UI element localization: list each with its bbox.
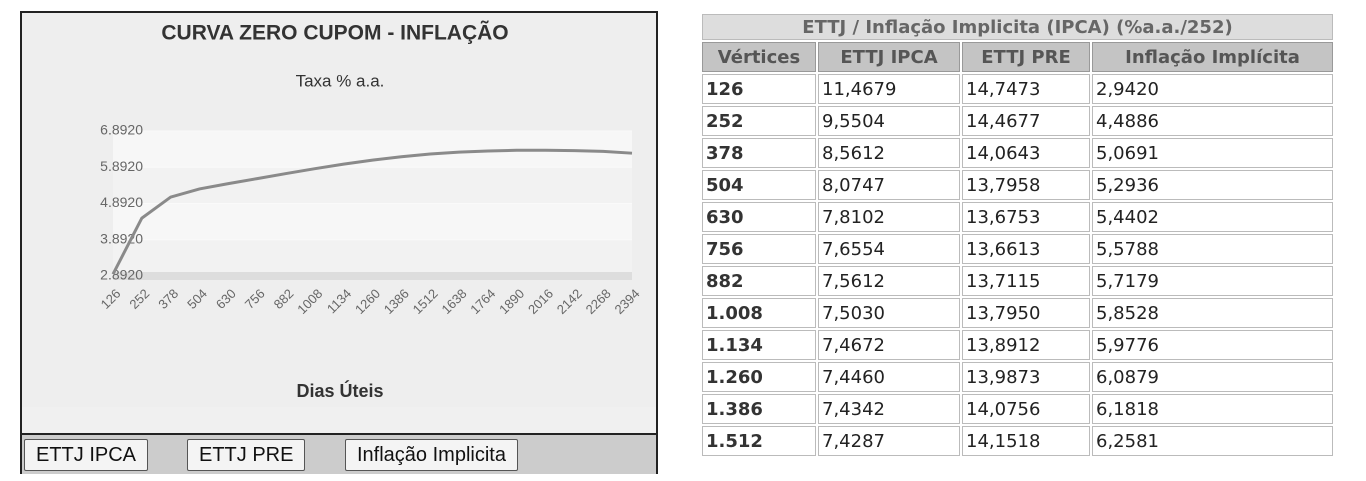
table-row: 504 8,0747 13,7958 5,2936	[702, 170, 1333, 200]
table-cell: 11,4679	[818, 74, 960, 104]
table-title: ETTJ / Inflação Implicita (IPCA) (%a.a./…	[702, 14, 1333, 40]
table-cell: 13,6753	[962, 202, 1090, 232]
plot-band	[113, 239, 632, 276]
table-cell: 7,4672	[818, 330, 960, 360]
table-cell: 7,5030	[818, 298, 960, 328]
table-cell: 1.008	[702, 298, 816, 328]
tab-button[interactable]: ETTJ PRE	[187, 439, 306, 471]
table-cell: 7,4287	[818, 426, 960, 456]
table-cell: 6,0879	[1092, 362, 1333, 392]
table-cell: 14,4677	[962, 106, 1090, 136]
table-cell: 13,9873	[962, 362, 1090, 392]
table-cell: 5,8528	[1092, 298, 1333, 328]
y-tick-label: 3.8920	[100, 230, 143, 246]
table-cell: 14,7473	[962, 74, 1090, 104]
tab-button[interactable]: ETTJ IPCA	[24, 439, 149, 471]
table-cell: 756	[702, 234, 816, 264]
table-cell: 14,1518	[962, 426, 1090, 456]
table-cell: 14,0756	[962, 394, 1090, 424]
column-header: Vértices	[702, 42, 816, 72]
data-line	[111, 148, 633, 275]
column-header: ETTJ PRE	[962, 42, 1090, 72]
table-row: 378 8,5612 14,0643 5,0691	[702, 138, 1333, 168]
table-row: 630 7,8102 13,6753 5,4402	[702, 202, 1333, 232]
table-cell: 5,5788	[1092, 234, 1333, 264]
table-row: 1.386 7,4342 14,0756 6,1818	[702, 394, 1333, 424]
table-row: 126 11,4679 14,7473 2,9420	[702, 74, 1333, 104]
table-cell: 378	[702, 138, 816, 168]
table-cell: 13,6613	[962, 234, 1090, 264]
table-cell: 5,0691	[1092, 138, 1333, 168]
table-cell: 882	[702, 266, 816, 296]
column-header: Inflação Implícita	[1092, 42, 1333, 72]
column-header: ETTJ IPCA	[818, 42, 960, 72]
table-cell: 7,6554	[818, 234, 960, 264]
table-cell: 6,2581	[1092, 426, 1333, 456]
table-cell: 5,9776	[1092, 330, 1333, 360]
table-cell: 126	[702, 74, 816, 104]
table-cell: 4,4886	[1092, 106, 1333, 136]
table-cell: 6,1818	[1092, 394, 1333, 424]
data-table: ETTJ / Inflação Implicita (IPCA) (%a.a./…	[700, 12, 1335, 458]
table-cell: 504	[702, 170, 816, 200]
table-cell: 7,8102	[818, 202, 960, 232]
y-tick-label: 4.8920	[100, 194, 143, 210]
plot-band	[113, 167, 632, 204]
plot-band	[113, 203, 632, 240]
table-row: 756 7,6554 13,6613 5,5788	[702, 234, 1333, 264]
table-header-row: Vértices ETTJ IPCA ETTJ PRE Inflação Implíc…	[702, 42, 1333, 72]
chart-title: CURVA ZERO CUPOM - INFLAÇÃO	[161, 22, 508, 45]
chart-panel: CURVA ZERO CUPOM - INFLAÇÃO Taxa % a.a. …	[20, 11, 658, 474]
table-row: 882 7,5612 13,7115 5,7179	[702, 266, 1333, 296]
chart: CURVA ZERO CUPOM - INFLAÇÃO Taxa % a.a. …	[22, 13, 656, 407]
table-cell: 14,0643	[962, 138, 1090, 168]
table-cell: 1.512	[702, 426, 816, 456]
table-cell: 1.134	[702, 330, 816, 360]
table-cell: 7,4342	[818, 394, 960, 424]
table-cell: 9,5504	[818, 106, 960, 136]
y-tick-label: 5.8920	[100, 158, 143, 174]
table-cell: 2,9420	[1092, 74, 1333, 104]
table-cell: 13,7950	[962, 298, 1090, 328]
table-row: 1.260 7,4460 13,9873 6,0879	[702, 362, 1333, 392]
table-title-row: ETTJ / Inflação Implicita (IPCA) (%a.a./…	[702, 14, 1333, 40]
table-cell: 7,5612	[818, 266, 960, 296]
table-row: 1.008 7,5030 13,7950 5,8528	[702, 298, 1333, 328]
tab-button[interactable]: Inflação Implicita	[345, 439, 518, 471]
table-cell: 1.260	[702, 362, 816, 392]
table-cell: 13,7115	[962, 266, 1090, 296]
table-cell: 7,4460	[818, 362, 960, 392]
table-cell: 1.386	[702, 394, 816, 424]
table-row: 1.512 7,4287 14,1518 6,2581	[702, 426, 1333, 456]
table-cell: 5,4402	[1092, 202, 1333, 232]
table-row: 252 9,5504 14,4677 4,4886	[702, 106, 1333, 136]
table-cell: 8,0747	[818, 170, 960, 200]
table-cell: 13,7958	[962, 170, 1090, 200]
chart-subtitle: Taxa % a.a.	[296, 71, 385, 90]
y-tick-label: 2.8920	[100, 267, 143, 283]
y-tick-label: 6.8920	[100, 122, 143, 138]
button-bar: ETTJ IPCA ETTJ PRE Inflação Implicita	[22, 433, 656, 474]
table-row: 1.134 7,4672 13,8912 5,9776	[702, 330, 1333, 360]
table-cell: 5,7179	[1092, 266, 1333, 296]
x-axis-title: Dias Úteis	[296, 380, 383, 401]
table-cell: 630	[702, 202, 816, 232]
table-cell: 13,8912	[962, 330, 1090, 360]
table-cell: 5,2936	[1092, 170, 1333, 200]
table-cell: 252	[702, 106, 816, 136]
table-cell: 8,5612	[818, 138, 960, 168]
